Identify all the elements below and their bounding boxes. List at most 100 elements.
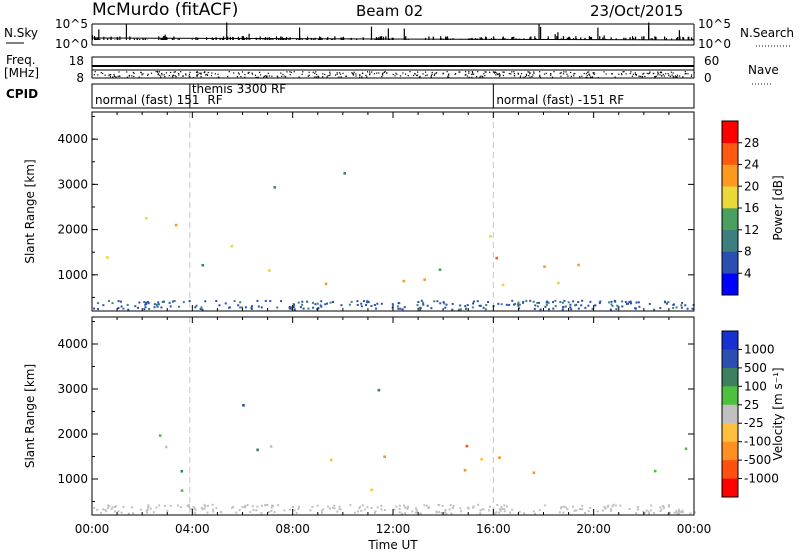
data-cell — [144, 306, 147, 309]
data-cell — [187, 504, 190, 507]
x-tick-label: 00:00 — [75, 522, 110, 536]
data-cell — [169, 305, 172, 308]
colorbar-tick-label: -1000 — [744, 472, 779, 486]
data-cell — [105, 510, 108, 513]
data-cell — [297, 301, 300, 304]
nave-dot — [371, 71, 373, 73]
data-cell — [174, 223, 178, 227]
data-cell — [681, 301, 684, 304]
data-cell — [557, 281, 560, 285]
data-cell — [158, 434, 162, 437]
nave-dot — [498, 75, 501, 77]
data-cell — [132, 512, 135, 515]
nave-dot — [359, 74, 361, 76]
data-cell — [143, 301, 146, 304]
data-cell — [108, 505, 111, 508]
nave-dot — [642, 73, 644, 75]
data-cell — [399, 307, 402, 310]
data-cell — [577, 307, 580, 310]
data-cell — [643, 511, 646, 514]
nave-dot — [285, 76, 287, 78]
y-tick-label: 4000 — [57, 337, 88, 351]
data-cell — [153, 303, 156, 306]
nave-dot — [259, 71, 261, 73]
data-cell — [204, 505, 207, 508]
data-cell — [629, 302, 632, 305]
nave-dot — [339, 72, 341, 74]
nave-dot — [382, 74, 384, 76]
data-cell — [488, 509, 491, 512]
data-cell — [380, 504, 383, 507]
data-cell — [552, 301, 555, 304]
nave-dot — [690, 75, 693, 78]
data-cell — [356, 510, 359, 513]
data-cell — [297, 507, 300, 510]
nave-dot — [447, 76, 449, 78]
nave-dot — [620, 72, 623, 75]
colorbar-swatch — [722, 331, 738, 350]
data-cell — [624, 300, 627, 303]
nave-dot — [646, 72, 648, 75]
data-cell — [667, 301, 670, 304]
data-cell — [681, 509, 684, 512]
data-cell — [505, 303, 508, 306]
data-cell — [457, 308, 460, 311]
nave-dot — [527, 71, 529, 73]
nave-dot — [585, 76, 587, 78]
data-cell — [532, 510, 535, 513]
data-cell — [628, 300, 631, 303]
nave-tick: 60 — [704, 54, 719, 68]
nave-dot — [174, 71, 176, 73]
data-cell — [689, 512, 692, 515]
nave-dot — [468, 72, 470, 74]
data-cell — [265, 503, 268, 506]
data-cell — [188, 506, 191, 509]
data-cell — [467, 507, 470, 510]
data-cell — [188, 299, 191, 302]
data-cell — [192, 505, 195, 508]
data-cell — [612, 503, 615, 506]
nave-dot — [611, 73, 613, 75]
nave-dot — [648, 73, 650, 75]
data-cell — [501, 283, 505, 287]
data-cell — [672, 306, 675, 309]
data-cell — [264, 299, 267, 302]
data-cell — [619, 504, 622, 507]
data-cell — [370, 507, 373, 510]
data-cell — [444, 511, 447, 514]
nave-dot — [589, 76, 592, 78]
data-cell — [438, 511, 441, 514]
data-cell — [511, 299, 514, 302]
data-cell — [678, 508, 681, 511]
data-cell — [451, 308, 454, 311]
nave-dot — [539, 74, 541, 76]
nave-dot — [433, 74, 435, 76]
nave-dot — [471, 71, 473, 73]
nave-dot — [263, 75, 266, 77]
data-cell — [261, 504, 264, 507]
data-cell — [594, 304, 597, 307]
nave-dot — [395, 72, 397, 74]
colorbar-swatch — [722, 142, 738, 165]
nave-dot — [468, 76, 470, 78]
data-cell — [611, 505, 614, 508]
nave-dot — [265, 75, 267, 77]
nave-dot — [493, 71, 495, 73]
nave-dot — [550, 74, 552, 76]
colorbar-tick-label: -500 — [744, 453, 771, 467]
data-cell — [443, 302, 446, 305]
data-cell — [508, 303, 511, 306]
nave-dot — [383, 71, 385, 73]
beam-label: Beam 02 — [356, 2, 424, 20]
nave-dot — [532, 74, 534, 76]
data-cell — [479, 304, 482, 307]
nave-dot — [559, 72, 561, 74]
nave-dot — [188, 75, 190, 77]
nave-dot — [480, 75, 482, 77]
nave-dot — [329, 71, 331, 73]
nave-dot — [416, 74, 419, 76]
nave-dot — [133, 75, 135, 78]
nave-dot — [494, 71, 497, 73]
nave-dot — [324, 73, 326, 76]
nave-dot — [573, 75, 575, 77]
